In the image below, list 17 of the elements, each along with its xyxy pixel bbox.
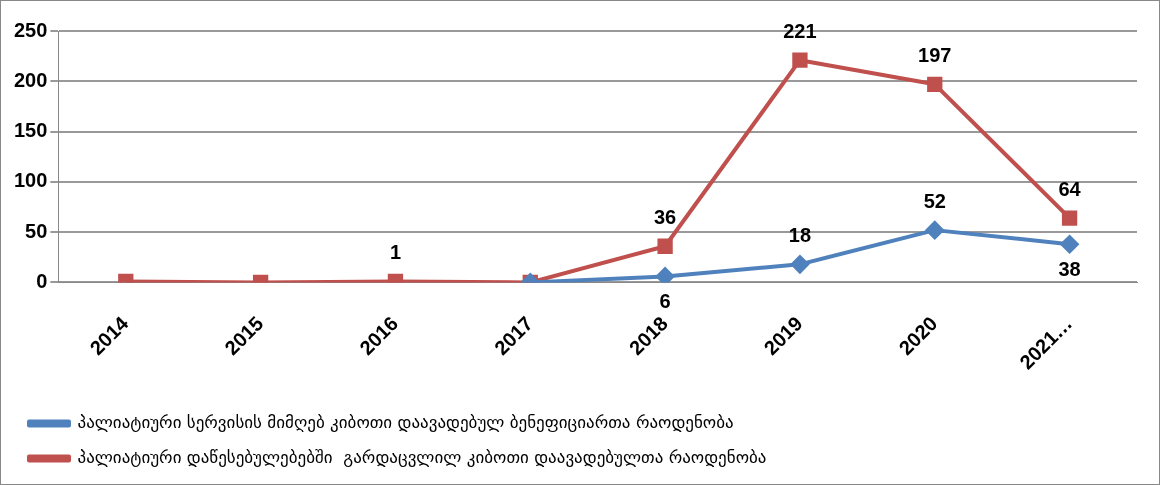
data-label: 6 bbox=[659, 289, 671, 312]
data-label: 38 bbox=[1058, 257, 1081, 280]
data-label: 36 bbox=[653, 205, 677, 228]
data-label: 64 bbox=[1058, 177, 1082, 200]
data-label: 221 bbox=[783, 19, 817, 42]
y-tick-label: 0 bbox=[36, 269, 48, 292]
legend-label: პალიატიური სერვისის მიმღებ კიბოთი დაავადებულ ბენეფიციართა რაოდენობა bbox=[77, 411, 734, 432]
y-tick-label: 200 bbox=[13, 68, 48, 91]
data-label: 1 bbox=[389, 240, 401, 263]
legend-label: პალიატიური დაწესებულებებში გარდაცვლილ კიბოთი დაავადებულთა რაოდენობა bbox=[77, 446, 767, 467]
data-label: 197 bbox=[918, 43, 952, 66]
y-tick-label: 250 bbox=[13, 18, 48, 41]
data-label: 52 bbox=[923, 189, 946, 212]
y-tick-label: 150 bbox=[13, 119, 48, 142]
y-tick-label: 50 bbox=[25, 219, 48, 242]
data-label: 18 bbox=[788, 223, 812, 246]
y-tick-label: 100 bbox=[13, 169, 48, 192]
